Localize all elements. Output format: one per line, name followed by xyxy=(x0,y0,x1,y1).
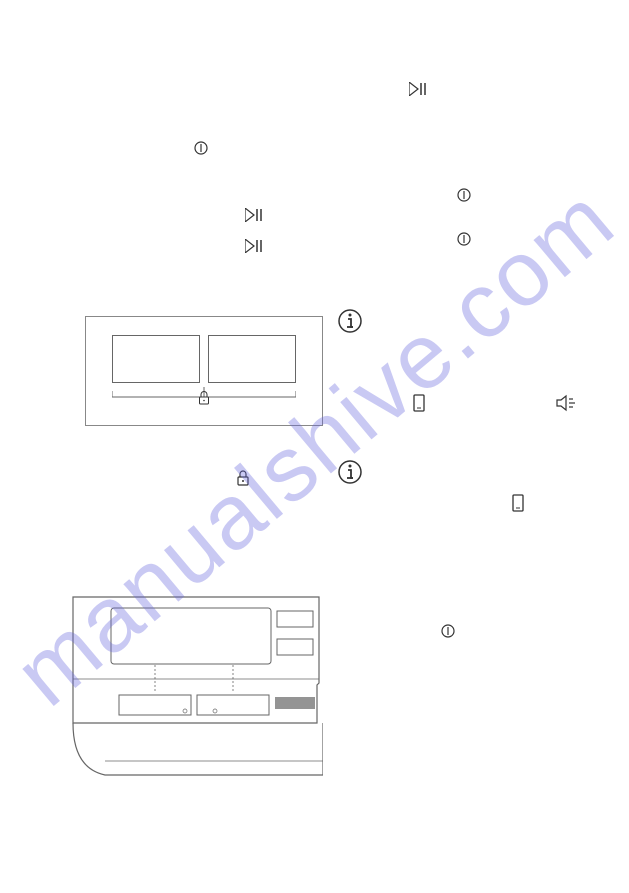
device-icon xyxy=(413,394,425,412)
info-icon xyxy=(337,459,363,485)
figure-door-panel xyxy=(85,316,323,426)
lock-icon xyxy=(198,391,210,405)
door-right xyxy=(208,335,296,383)
power-icon xyxy=(457,232,471,246)
figure-appliance-front xyxy=(65,593,323,785)
play-pause-icon xyxy=(245,208,265,222)
power-icon xyxy=(441,624,455,638)
info-icon xyxy=(337,308,363,334)
power-icon xyxy=(457,188,471,202)
power-icon xyxy=(194,141,208,155)
lock-icon xyxy=(236,470,250,486)
device-icon xyxy=(512,494,524,512)
play-pause-icon xyxy=(409,82,429,96)
speaker-icon xyxy=(556,394,576,412)
door-left xyxy=(112,335,200,383)
play-pause-icon xyxy=(245,239,265,253)
